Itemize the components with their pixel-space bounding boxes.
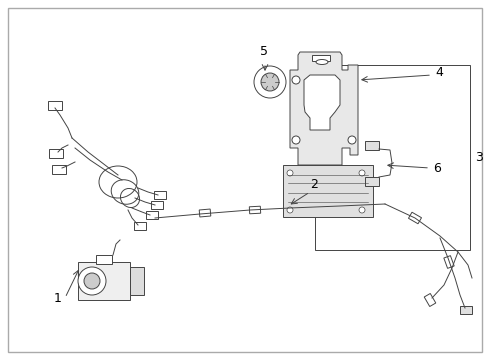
Text: 6: 6 [433, 162, 441, 175]
Bar [146, 211, 158, 219]
Text: 2: 2 [310, 178, 318, 191]
Bar [409, 212, 421, 224]
Polygon shape [304, 75, 340, 130]
Circle shape [359, 170, 365, 176]
Circle shape [287, 170, 293, 176]
Circle shape [84, 273, 100, 289]
Bar [424, 293, 436, 306]
Circle shape [287, 207, 293, 213]
Bar [48, 100, 62, 109]
Circle shape [292, 136, 300, 144]
Text: 5: 5 [260, 45, 268, 58]
Ellipse shape [316, 59, 328, 64]
Bar [312, 55, 330, 61]
Bar [49, 148, 63, 158]
Bar [365, 140, 379, 149]
Polygon shape [290, 52, 358, 165]
Bar [444, 256, 454, 268]
Bar [52, 165, 66, 174]
Bar [460, 306, 472, 314]
Bar [315, 65, 470, 250]
Bar [199, 209, 211, 217]
Text: 4: 4 [435, 66, 443, 78]
Bar [130, 267, 144, 295]
Bar [78, 262, 130, 300]
Bar [365, 176, 379, 185]
Bar [96, 255, 112, 264]
Bar [151, 201, 163, 209]
Bar [249, 206, 261, 214]
Circle shape [261, 73, 279, 91]
Circle shape [359, 207, 365, 213]
Bar [283, 165, 373, 217]
Circle shape [254, 66, 286, 98]
Bar [134, 222, 146, 230]
Circle shape [78, 267, 106, 295]
Circle shape [292, 76, 300, 84]
Bar [154, 191, 166, 199]
Bar [294, 204, 305, 211]
Circle shape [348, 136, 356, 144]
Text: 3: 3 [475, 151, 483, 164]
Text: 1: 1 [54, 292, 62, 305]
